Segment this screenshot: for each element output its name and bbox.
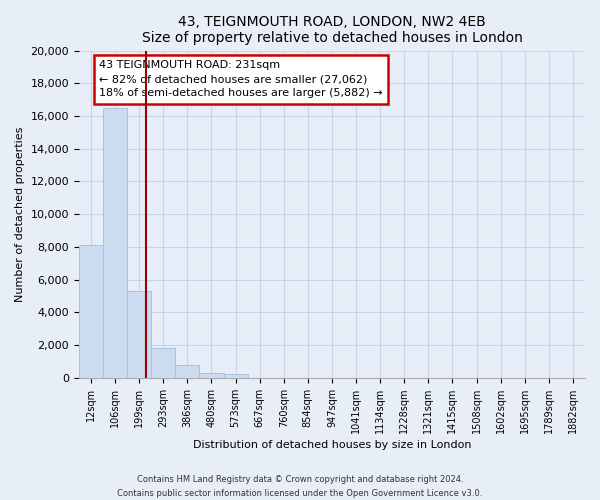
Bar xyxy=(103,108,127,378)
Title: 43, TEIGNMOUTH ROAD, LONDON, NW2 4EB
Size of property relative to detached house: 43, TEIGNMOUTH ROAD, LONDON, NW2 4EB Siz… xyxy=(142,15,523,45)
Text: 43 TEIGNMOUTH ROAD: 231sqm
← 82% of detached houses are smaller (27,062)
18% of : 43 TEIGNMOUTH ROAD: 231sqm ← 82% of deta… xyxy=(99,60,383,98)
Bar xyxy=(79,246,103,378)
Bar xyxy=(151,348,175,378)
Bar xyxy=(199,373,224,378)
Text: Contains HM Land Registry data © Crown copyright and database right 2024.
Contai: Contains HM Land Registry data © Crown c… xyxy=(118,476,482,498)
Bar xyxy=(175,364,199,378)
X-axis label: Distribution of detached houses by size in London: Distribution of detached houses by size … xyxy=(193,440,471,450)
Bar xyxy=(224,374,248,378)
Y-axis label: Number of detached properties: Number of detached properties xyxy=(15,126,25,302)
Bar xyxy=(127,291,151,378)
